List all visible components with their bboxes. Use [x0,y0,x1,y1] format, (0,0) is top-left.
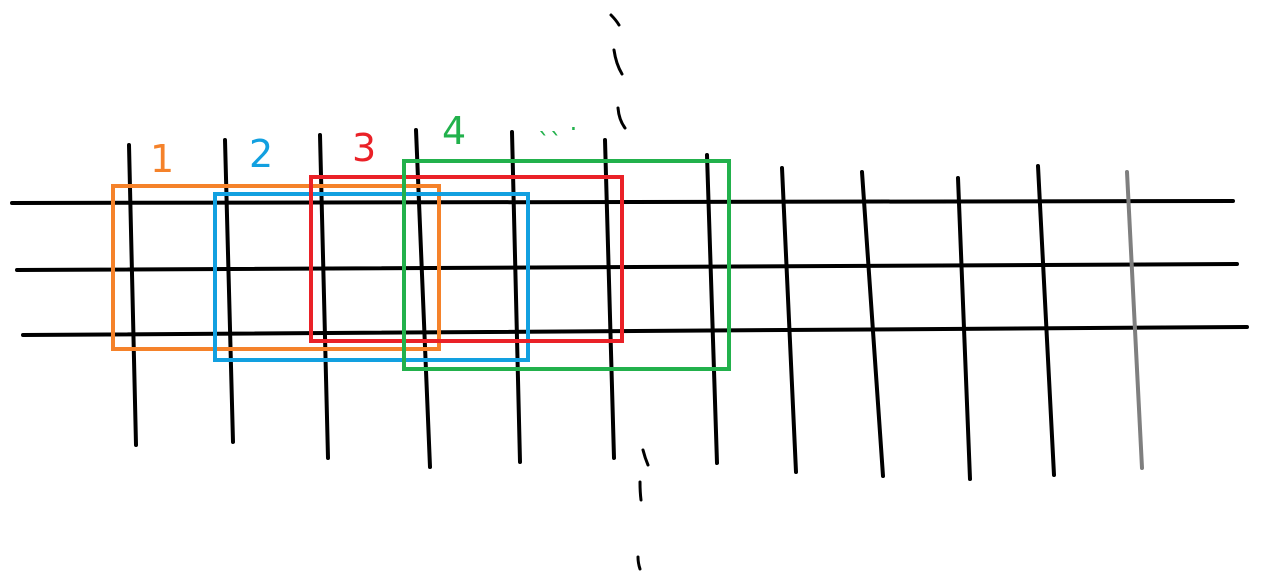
continuation-ellipsis: ˎˎ . [538,108,577,136]
vertical-line-5 [510,130,522,464]
vertical-line-2 [223,138,235,444]
vertical-line-4 [414,128,432,469]
window-box-4 [402,159,731,371]
vertical-line-7 [705,153,719,465]
window-label-3: 3 [352,126,376,170]
dashed-divider-bottom-1 [641,448,650,467]
vertical-line-8 [780,166,798,474]
window-label-2: 2 [249,132,273,176]
dashed-divider-top-3 [616,106,627,130]
horizontal-line-3 [21,325,1249,337]
window-label-4: 4 [442,109,466,153]
vertical-line-1 [127,143,138,447]
window-box-2 [213,192,530,362]
vertical-line-11 [1036,164,1056,477]
vertical-line-3 [318,133,330,460]
dashed-divider-bottom-2 [638,480,643,502]
horizontal-line-2 [15,262,1239,272]
window-label-1: 1 [150,137,174,181]
vertical-line-12 [1125,170,1144,470]
vertical-line-6 [603,138,616,460]
dashed-divider-top-2 [612,48,624,76]
vertical-line-9 [860,170,885,478]
window-box-3 [309,175,624,343]
dashed-divider-bottom-3 [636,555,642,571]
vertical-line-10 [956,176,972,481]
dashed-divider-top-1 [609,13,621,27]
window-box-1 [111,184,441,351]
